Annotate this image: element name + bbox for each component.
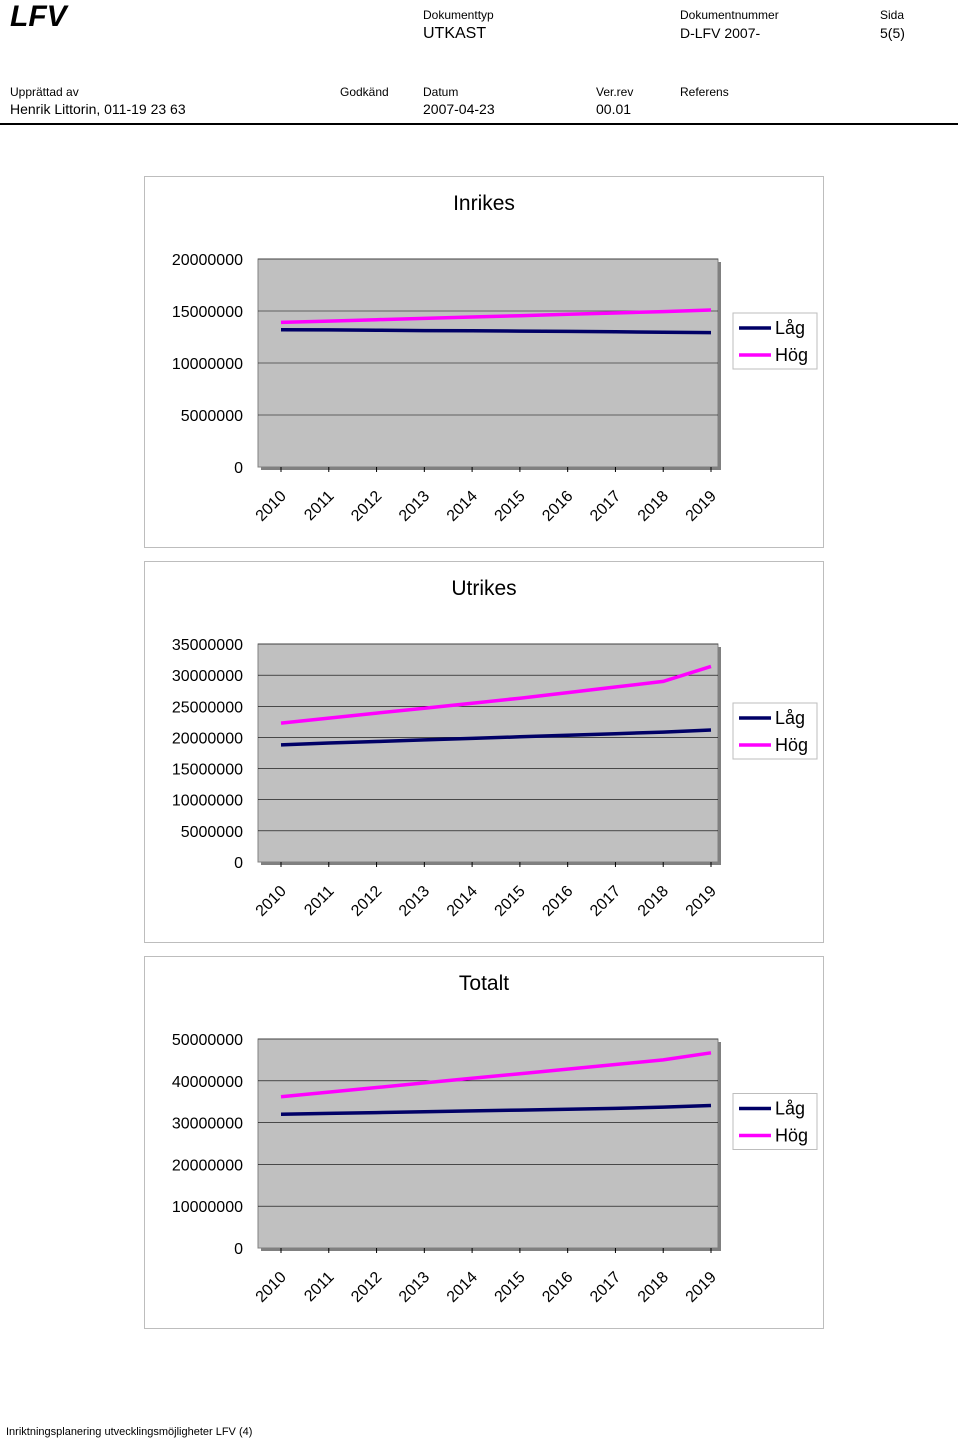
rev-label: Ver.rev: [596, 85, 634, 99]
chart-title: Totalt: [459, 972, 509, 995]
x-tick-label: 2019: [683, 488, 720, 525]
x-tick-label: 2010: [253, 1269, 290, 1306]
lfv-logo: LFV: [10, 0, 67, 33]
y-tick-label: 20000000: [172, 730, 243, 747]
y-tick-label: 5000000: [181, 824, 243, 841]
x-tick-label: 2013: [396, 883, 433, 920]
chart-inrikes-svg: Inrikes200000001500000010000000500000002…: [172, 192, 818, 525]
x-tick-label: 2014: [444, 1269, 481, 1306]
x-tick-label: 2018: [635, 883, 672, 920]
docnum-value: D-LFV 2007-: [680, 25, 761, 41]
y-tick-label: 15000000: [172, 304, 243, 321]
ref-label: Referens: [680, 85, 729, 99]
approved-label: Godkänd: [340, 85, 389, 99]
y-tick-label: 40000000: [172, 1074, 243, 1091]
series-line-high: [280, 1051, 712, 1099]
chart-utrikes: Utrikes 35000000 30000000 25000000 20000000 1…: [144, 561, 824, 943]
y-tick-label: 10000000: [172, 793, 243, 810]
y-tick-label: 5000000: [181, 408, 243, 425]
footer-text: Inriktningsplanering utvecklingsmöjlighe…: [6, 1426, 253, 1438]
x-tick-label: 2015: [492, 883, 529, 920]
legend-box: [732, 1093, 818, 1150]
doctype-value: UTKAST: [423, 25, 487, 42]
y-tick-label: 20000000: [172, 252, 243, 269]
chart-utrikes-svg: Utrikes 35000000 30000000 25000000 20000000 1…: [172, 577, 818, 920]
author-value: Henrik Littorin, 011-19 23 63: [10, 101, 186, 117]
y-tick-label: 35000000: [172, 637, 243, 654]
x-tick-label: 2018: [635, 488, 672, 525]
plot-area: [257, 1038, 719, 1249]
x-tick-label: 2012: [348, 1269, 385, 1306]
series-line-high: [280, 664, 712, 725]
x-tick-label: 2019: [683, 883, 720, 920]
author-label: Upprättad av: [10, 85, 79, 99]
chart-title: Inrikes: [453, 192, 515, 215]
y-tick-label: 10000000: [172, 356, 243, 373]
y-tick-label: 30000000: [172, 1116, 243, 1133]
x-tick-label: 2014: [444, 488, 481, 525]
chart-title: Utrikes: [451, 577, 516, 600]
x-tick-label: 2011: [301, 488, 337, 524]
legend-box: [732, 702, 818, 760]
x-tick-label: 2012: [348, 488, 385, 525]
rev-value: 00.01: [596, 101, 632, 117]
legend-label: Låg: [775, 318, 805, 338]
y-tick-label: 20000000: [172, 1157, 243, 1174]
x-tick-label: 2016: [539, 488, 576, 525]
x-tick-label: 2013: [396, 1269, 433, 1306]
page-label: Sida: [880, 8, 905, 22]
x-tick-label: 2015: [492, 1269, 529, 1306]
y-tick-label: 0: [234, 460, 243, 477]
x-tick-label: 2013: [396, 488, 433, 525]
series-line-low: [280, 327, 712, 335]
x-tick-label: 2011: [301, 883, 337, 919]
y-tick-label: 25000000: [172, 699, 243, 716]
series-line-low: [280, 1103, 712, 1116]
y-tick-label: 15000000: [172, 762, 243, 779]
header-divider: [0, 123, 958, 125]
page-value: 5(5): [880, 25, 905, 41]
legend-label: Hög: [775, 345, 808, 365]
legend-label: Låg: [775, 708, 805, 728]
date-value: 2007-04-23: [423, 101, 495, 117]
y-tick-label: 0: [234, 1241, 243, 1258]
x-tick-label: 2010: [253, 883, 290, 920]
legend-label: Låg: [775, 1099, 805, 1119]
x-tick-label: 2016: [539, 1269, 576, 1306]
y-tick-label: 10000000: [172, 1199, 243, 1216]
plot-area: [257, 643, 719, 863]
chart-totalt-svg: Totalt 50000000 40000000 30000000 20000000 10…: [172, 972, 818, 1306]
x-tick-label: 2017: [587, 488, 624, 525]
doctype-label: Dokumenttyp: [423, 8, 494, 22]
x-tick-label: 2012: [348, 883, 385, 920]
x-tick-label: 2016: [539, 883, 576, 920]
x-tick-label: 2019: [683, 1269, 720, 1306]
docnum-label: Dokumentnummer: [680, 8, 779, 22]
x-tick-label: 2011: [301, 1269, 337, 1305]
x-tick-label: 2014: [444, 883, 481, 920]
x-tick-label: 2010: [253, 488, 290, 525]
series-line-low: [280, 728, 712, 747]
y-tick-label: 50000000: [172, 1032, 243, 1049]
legend-box: [732, 312, 818, 370]
chart-totalt: Totalt 50000000 40000000 30000000 20000000 10…: [144, 956, 824, 1329]
x-tick-label: 2017: [587, 883, 624, 920]
y-tick-label: 30000000: [172, 668, 243, 685]
series-line-high: [280, 308, 712, 325]
x-tick-label: 2018: [635, 1269, 672, 1306]
legend-label: Hög: [775, 735, 808, 755]
y-tick-label: 0: [234, 855, 243, 872]
date-label: Datum: [423, 85, 459, 99]
legend-label: Hög: [775, 1126, 808, 1146]
chart-inrikes: Inrikes 20000000 15000000 10000000 5000000 0 2…: [144, 176, 824, 548]
x-tick-label: 2017: [587, 1269, 624, 1306]
x-tick-label: 2015: [492, 488, 529, 525]
